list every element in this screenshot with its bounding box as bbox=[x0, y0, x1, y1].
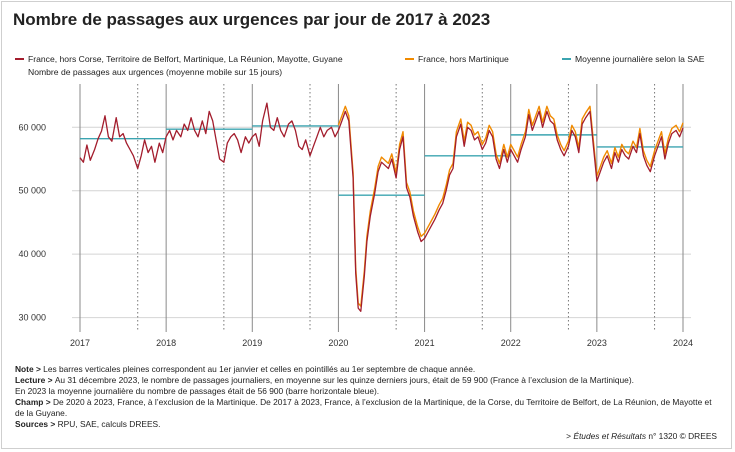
x-tick-label: 2019 bbox=[242, 338, 262, 348]
legend-item-sae: Moyenne journalière selon la SAE bbox=[575, 54, 705, 64]
series-lines bbox=[79, 102, 684, 312]
lecture-line-2: En 2023 la moyenne journalière du nombre… bbox=[15, 386, 380, 396]
sources-line: Sources > RPU, SAE, calculs DREES. bbox=[15, 419, 161, 429]
series-line-france-hors-corse bbox=[79, 102, 684, 312]
chart-notes: Note > Les barres verticales pleines cor… bbox=[15, 364, 720, 430]
x-tick-label: 2020 bbox=[328, 338, 348, 348]
series-line-france-hors-martinique bbox=[337, 105, 684, 307]
legend-item-france-hors-martinique: France, hors Martinique bbox=[418, 54, 509, 64]
x-tick-label: 2022 bbox=[501, 338, 521, 348]
legend: France, hors Corse, Territoire de Belfor… bbox=[15, 54, 705, 77]
x-tick-label: 2021 bbox=[415, 338, 435, 348]
lecture-line: Lecture > Au 31 décembre 2023, le nombre… bbox=[15, 375, 634, 385]
y-tick-label: 50 000 bbox=[18, 186, 46, 196]
x-tick-label: 2023 bbox=[587, 338, 607, 348]
y-axis-ticks: 30 000 40 000 50 000 60 000 bbox=[18, 122, 46, 322]
champ-line: Champ > De 2020 à 2023, France, à l’excl… bbox=[15, 397, 712, 418]
chart-canvas: 30 000 40 000 50 000 60 000 2017 2018 2019 202… bbox=[15, 54, 705, 348]
chart-title: Nombre de passages aux urgences par jour… bbox=[13, 10, 491, 29]
y-tick-label: 60 000 bbox=[18, 122, 46, 132]
y-tick-label: 40 000 bbox=[18, 249, 46, 259]
x-tick-label: 2024 bbox=[673, 338, 693, 348]
x-axis-ticks: 2017 2018 2019 2020 2021 2022 2023 2024 bbox=[70, 338, 693, 348]
note-line: Note > Les barres verticales pleines cor… bbox=[15, 364, 476, 374]
y-tick-label: 30 000 bbox=[18, 313, 46, 323]
x-tick-label: 2018 bbox=[156, 338, 176, 348]
grid-lines bbox=[72, 84, 691, 332]
legend-item-france-hors-corse: France, hors Corse, Territoire de Belfor… bbox=[28, 54, 343, 64]
legend-subtitle: Nombre de passages aux urgences (moyenne… bbox=[28, 67, 282, 77]
x-tick-label: 2017 bbox=[70, 338, 90, 348]
publication-source: > Études et Résultats n° 1320 © DREES bbox=[566, 431, 717, 441]
